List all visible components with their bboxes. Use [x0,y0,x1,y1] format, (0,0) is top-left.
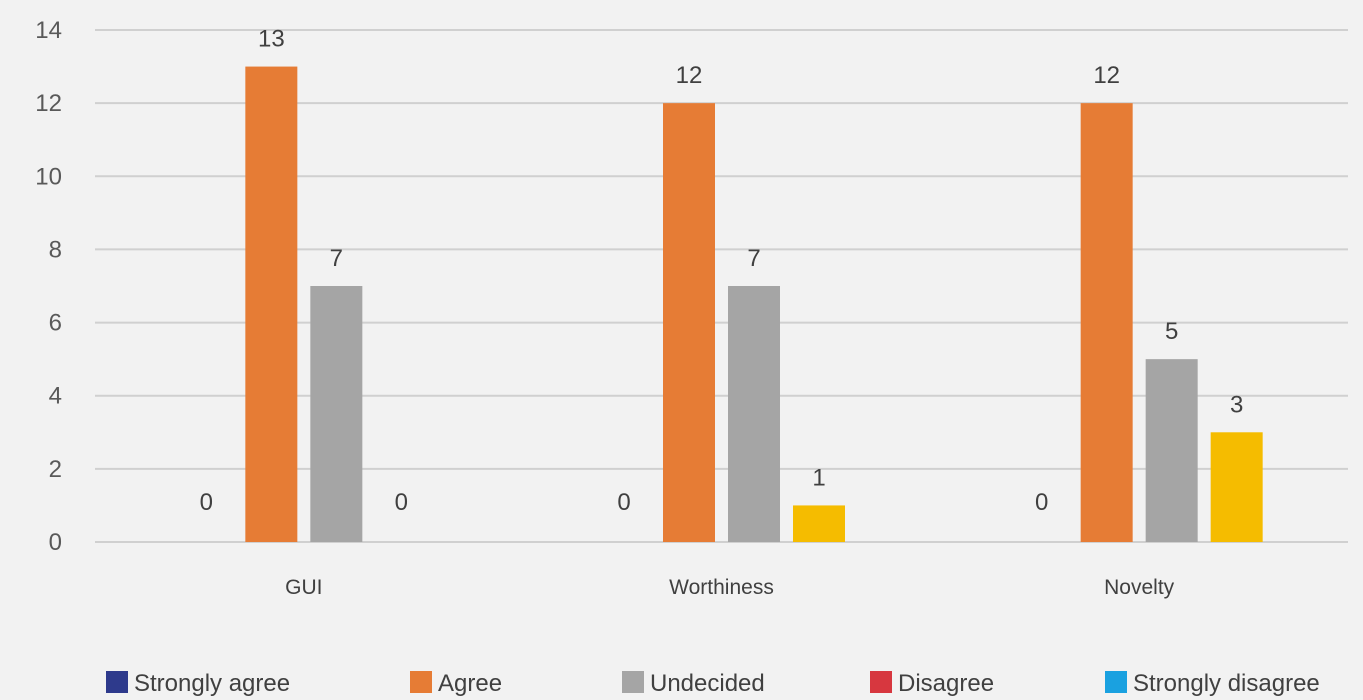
bar [1145,359,1198,542]
y-tick-label: 10 [35,163,62,190]
y-tick-label: 6 [49,310,62,337]
data-label: 3 [1230,391,1243,418]
legend-label: Disagree [898,670,994,697]
bar [663,103,715,543]
legend-label: Strongly agree [134,670,290,697]
data-labels: 0 13 7 0 0 12 7 1 0 12 5 3 [200,26,1244,516]
bar [245,66,298,543]
bars [245,66,1263,543]
data-label: 7 [747,245,760,272]
bar [1210,432,1263,542]
data-label: 0 [617,489,630,516]
legend: Strongly agree Agree Undecided Disagree Stro… [106,670,1320,697]
data-label: 0 [200,489,213,516]
data-label: 12 [676,62,703,89]
legend-swatch [106,671,128,693]
y-tick-label: 14 [35,17,62,44]
data-label: 0 [395,489,408,516]
x-axis-category-labels: GUI Worthiness Novelty [285,576,1175,599]
legend-label: Strongly disagree [1133,670,1320,697]
legend-label: Agree [438,670,502,697]
data-label: 5 [1165,318,1178,345]
y-tick-label: 8 [49,236,62,263]
y-tick-label: 0 [49,529,62,556]
y-tick-label: 12 [35,90,62,117]
data-label: 0 [1035,489,1048,516]
data-label: 1 [812,464,825,491]
gridlines [95,29,1348,543]
y-tick-label: 4 [49,383,62,410]
legend-label: Undecided [650,670,765,697]
bar [310,286,363,542]
category-label: Novelty [1104,576,1175,599]
y-axis-tick-labels: 0 2 4 6 8 10 12 14 [35,17,62,556]
legend-swatch [622,671,644,693]
legend-swatch [870,671,892,693]
data-label: 7 [330,245,343,272]
data-label: 12 [1093,62,1120,89]
legend-swatch [410,671,432,693]
bar [728,286,780,542]
legend-swatch [1105,671,1127,693]
bar [793,505,845,542]
data-label: 13 [258,26,285,53]
bar [1080,103,1133,543]
category-label: Worthiness [669,576,774,599]
y-tick-label: 2 [49,456,62,483]
category-label: GUI [285,576,322,599]
